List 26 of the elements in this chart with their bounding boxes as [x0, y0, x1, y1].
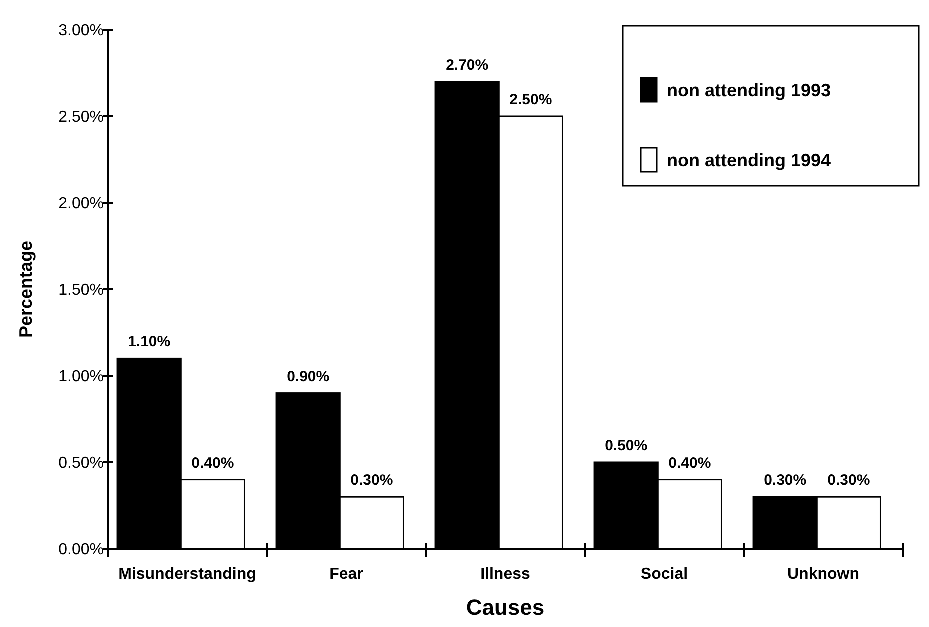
- y-tick-label: 1.00%: [58, 368, 104, 386]
- data-label: 1.10%: [128, 334, 171, 351]
- y-tick-label: 2.50%: [58, 109, 104, 126]
- x-tick-label: Misunderstanding: [118, 566, 256, 583]
- data-label: 0.30%: [764, 472, 807, 490]
- data-label: 0.40%: [668, 454, 712, 472]
- y-tick-label: 0.50%: [58, 455, 104, 472]
- data-label: 0.50%: [605, 438, 648, 454]
- data-label: 0.40%: [192, 454, 234, 472]
- x-tick-label: Illness: [480, 566, 530, 583]
- data-label: 0.30%: [350, 472, 394, 490]
- y-axis-title: Percentage: [16, 240, 36, 338]
- data-label: 0.30%: [828, 472, 870, 490]
- legend-label: non attending 1994: [667, 150, 832, 170]
- y-tick-label: 0.00%: [58, 542, 104, 559]
- legend-label: non attending 1993: [667, 80, 832, 100]
- x-tick-label: Unknown: [788, 566, 860, 583]
- data-label: 2.70%: [446, 56, 489, 74]
- y-tick-label: 2.00%: [58, 196, 104, 213]
- data-label: 0.90%: [287, 368, 330, 386]
- y-tick-label: 1.50%: [58, 282, 104, 300]
- x-tick-label: Fear: [330, 566, 364, 583]
- data-label: 2.50%: [510, 92, 552, 108]
- x-axis-title: Causes: [466, 595, 545, 620]
- y-tick-label: 3.00%: [58, 22, 104, 40]
- x-tick-label: Social: [640, 566, 688, 583]
